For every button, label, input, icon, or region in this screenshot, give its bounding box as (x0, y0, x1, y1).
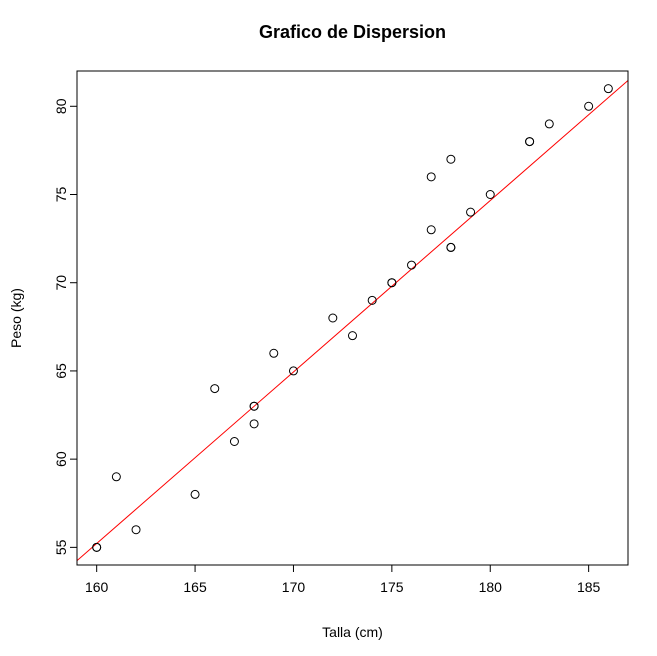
x-tick-label: 180 (479, 579, 503, 595)
x-tick-label: 185 (577, 579, 601, 595)
x-tick-label: 170 (282, 579, 306, 595)
data-point (525, 137, 535, 147)
y-axis: 55 60 65 70 75 80 (53, 98, 78, 555)
data-point (328, 313, 338, 323)
data-point (584, 101, 594, 111)
x-axis: 160 165 170 175 180 185 (85, 564, 601, 595)
data-point (387, 278, 397, 288)
data-point (544, 119, 554, 129)
data-point (92, 542, 102, 552)
data-point (446, 154, 456, 164)
y-tick-label: 75 (53, 187, 69, 203)
y-axis-label: Peso (kg) (8, 288, 24, 348)
y-tick-label: 70 (53, 275, 69, 291)
x-tick-label: 165 (183, 579, 207, 595)
data-point (446, 242, 456, 252)
y-tick-label: 65 (53, 363, 69, 379)
data-point (407, 260, 417, 270)
data-point (269, 348, 279, 358)
data-point (229, 437, 239, 446)
data-point (249, 419, 259, 429)
y-tick-label: 55 (53, 539, 69, 555)
data-point (348, 331, 357, 341)
data-point (466, 207, 476, 217)
data-point (426, 225, 436, 235)
data-point (603, 84, 613, 94)
y-tick-label: 60 (53, 451, 69, 467)
data-point (131, 525, 141, 535)
regression-line (77, 80, 628, 562)
data-point (426, 172, 436, 182)
data-point (210, 384, 220, 394)
y-tick-label: 80 (53, 98, 69, 114)
data-point (485, 190, 495, 199)
data-point (367, 295, 377, 305)
x-tick-label: 160 (85, 579, 109, 595)
data-point (288, 366, 298, 376)
chart-title: Grafico de Dispersion (259, 22, 446, 42)
x-tick-label: 175 (380, 579, 404, 595)
x-axis-label: Talla (cm) (322, 624, 383, 640)
plot-frame (76, 70, 629, 566)
plot-area (77, 80, 628, 562)
data-point (190, 489, 200, 499)
data-point (249, 401, 259, 411)
data-point (111, 472, 121, 482)
